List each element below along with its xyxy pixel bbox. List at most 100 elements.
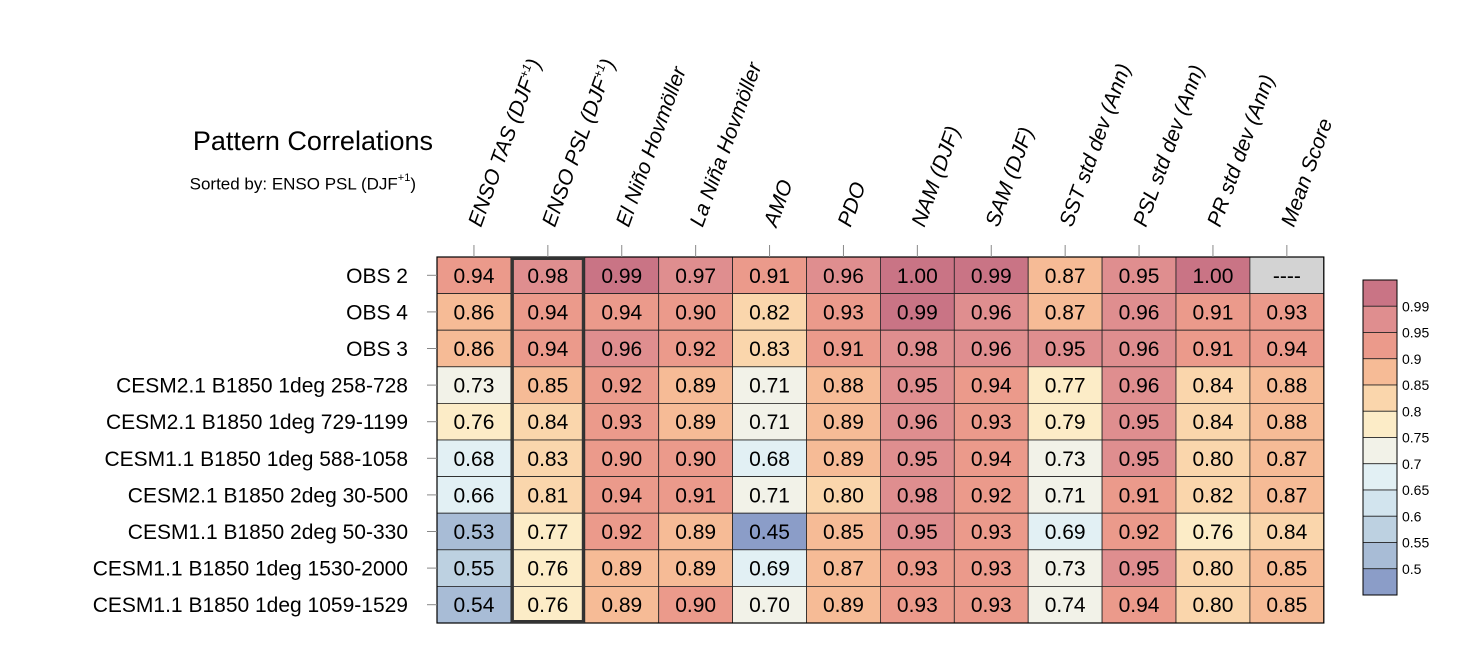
cell-value: 0.89 <box>823 448 864 471</box>
cell-value: 0.85 <box>527 375 568 398</box>
colorbar-tick-label: 0.75 <box>1402 430 1429 446</box>
cell-value: 0.94 <box>971 448 1012 471</box>
cell-value: 0.90 <box>601 448 642 471</box>
cell-value: 0.73 <box>1045 448 1086 471</box>
heatmap-cell <box>1249 256 1325 294</box>
heatmap-cell <box>658 329 734 368</box>
cell-value: 0.96 <box>823 265 864 288</box>
cell-value: 0.68 <box>454 448 495 471</box>
cell-value: 0.76 <box>1193 521 1234 544</box>
cell-value: 0.95 <box>897 521 938 544</box>
cell-value: 0.96 <box>601 338 642 361</box>
cell-value: 0.77 <box>527 521 568 544</box>
cell-value: 0.73 <box>1045 558 1086 581</box>
chart-title: Pattern Correlations <box>192 126 433 156</box>
cell-value: 0.92 <box>971 484 1012 507</box>
cell-value: 0.84 <box>1193 411 1234 434</box>
cell-value: 0.87 <box>823 558 864 581</box>
cell-value: 0.89 <box>675 375 716 398</box>
cell-value: 0.88 <box>823 375 864 398</box>
column-label: AMO <box>759 177 798 232</box>
cell-value: 0.93 <box>971 411 1012 434</box>
column-label: PDO <box>834 179 871 230</box>
heatmap-cells: 0.94 0.98 0.99 0.97 0.91 0.96 1.00 0.99 0.87 0.95… <box>436 256 1325 624</box>
row-labels: OBS 2 OBS 4 OBS 3 CESM2.1 B1850 1deg 258-72… <box>93 265 437 617</box>
cell-value: 0.96 <box>1119 301 1160 324</box>
heatmap-cell <box>732 512 807 551</box>
row-label: CESM1.1 B1850 2deg 50-330 <box>128 521 408 544</box>
heatmap-cell <box>1175 402 1251 441</box>
heatmap-cell <box>658 512 734 551</box>
colorbar-tick-label: 0.55 <box>1402 535 1429 551</box>
heatmap-border <box>436 256 1325 624</box>
heatmap-cell <box>510 366 586 404</box>
heatmap-cell <box>1249 329 1325 368</box>
colorbar-segment <box>1362 437 1398 465</box>
cell-value: 0.93 <box>897 594 938 617</box>
row-label: CESM2.1 B1850 1deg 729-1199 <box>106 411 408 434</box>
cell-value: 0.92 <box>601 375 642 398</box>
heatmap-cell <box>658 586 734 624</box>
cell-value: 0.82 <box>749 301 790 324</box>
heatmap-cell <box>1249 476 1325 514</box>
heatmap-cell <box>1027 329 1103 368</box>
row-label: CESM2.1 B1850 2deg 30-500 <box>128 484 408 507</box>
colorbar-tick-label: 0.9 <box>1402 351 1422 367</box>
colorbar-segment <box>1362 489 1398 517</box>
cell-value: 0.91 <box>749 265 790 288</box>
heatmap-cell <box>1027 366 1103 404</box>
cell-value: 0.88 <box>1266 411 1307 434</box>
cell-value: 0.89 <box>675 558 716 581</box>
colorbar-tick-label: 0.85 <box>1402 377 1429 393</box>
colorbar-segment <box>1362 542 1398 570</box>
cell-value: 0.96 <box>971 338 1012 361</box>
heatmap-cell <box>1175 549 1251 587</box>
heatmap-cell <box>510 439 586 477</box>
cell-value: 0.71 <box>749 484 790 507</box>
cell-value: 0.71 <box>749 375 790 398</box>
colorbar-segment <box>1362 358 1398 386</box>
column-label: SST std dev (Ann) <box>1055 61 1135 230</box>
cell-value: 0.95 <box>1045 338 1086 361</box>
heatmap-cell <box>1027 402 1103 441</box>
heatmap-cell <box>1101 586 1177 624</box>
colorbar-tick-label: 0.99 <box>1402 298 1429 314</box>
heatmap-cell <box>1249 366 1325 404</box>
heatmap-cell <box>880 293 955 331</box>
colorbar-tick-label: 0.65 <box>1402 482 1429 498</box>
heatmap-cell <box>732 293 807 331</box>
heatmap-cell <box>806 549 881 587</box>
heatmap-cell <box>1249 293 1325 331</box>
colorbar-border <box>1362 279 1398 596</box>
column-label: Mean Score <box>1277 115 1337 229</box>
cell-value: 0.93 <box>1266 301 1307 324</box>
highlight-sorted-column <box>510 257 585 623</box>
colorbar-tick-label: 0.95 <box>1402 325 1429 341</box>
cell-value: 0.85 <box>1266 594 1307 617</box>
colorbar-tick-label: 0.7 <box>1402 456 1422 472</box>
heatmap-cell <box>953 439 1029 477</box>
column-label: ENSO PSL (DJF+1) <box>537 55 620 229</box>
colorbar-segment <box>1362 332 1398 360</box>
cell-value: 0.84 <box>1266 521 1307 544</box>
heatmap-cell <box>436 402 512 441</box>
heatmap-cell <box>436 366 512 404</box>
cell-value: 0.88 <box>1266 375 1307 398</box>
heatmap-cell <box>1175 512 1251 551</box>
cell-value: 0.76 <box>527 558 568 581</box>
cell-value: 0.93 <box>823 301 864 324</box>
cell-value: 0.82 <box>1193 484 1234 507</box>
cell-value: 0.91 <box>1193 301 1234 324</box>
cell-value: 0.89 <box>601 594 642 617</box>
cell-value: 0.95 <box>897 448 938 471</box>
heatmap-cell <box>732 586 807 624</box>
cell-value: 0.89 <box>823 411 864 434</box>
cell-value: 0.89 <box>823 594 864 617</box>
heatmap-cell <box>510 402 586 441</box>
cell-value: 0.93 <box>897 558 938 581</box>
cell-value: 0.98 <box>897 338 938 361</box>
cell-value: 0.95 <box>1119 411 1160 434</box>
cell-value: 0.84 <box>527 411 568 434</box>
heatmap-cell <box>584 256 660 294</box>
